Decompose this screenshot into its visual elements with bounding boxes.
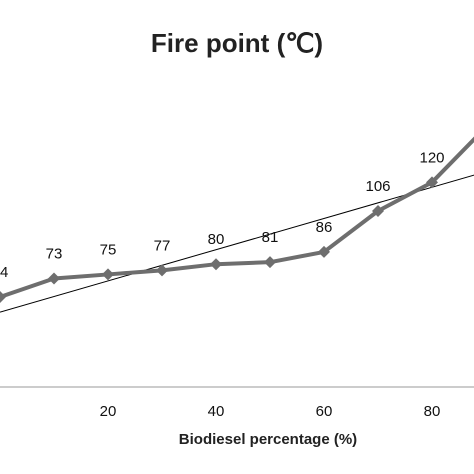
x-tick-label: 60: [316, 403, 333, 420]
x-tick-label: 80: [424, 403, 441, 420]
x-tick-label: 20: [100, 403, 117, 420]
data-label: 106: [365, 178, 390, 195]
data-point: [48, 272, 60, 285]
x-tick-labels: 204060801: [100, 403, 441, 420]
chart-title: Fire point (℃): [151, 28, 323, 58]
data-point: [264, 256, 276, 269]
data-point: [318, 245, 330, 258]
data-point: [156, 264, 168, 277]
data-label: 120: [419, 149, 444, 166]
data-point: [0, 290, 6, 303]
data-label: 77: [154, 237, 171, 254]
data-point: [210, 258, 222, 271]
data-point: [372, 204, 384, 217]
x-tick-label: 40: [208, 403, 225, 420]
data-label: 86: [316, 219, 333, 236]
data-label: 73: [46, 246, 63, 263]
data-labels: 647375778081861061201: [0, 149, 445, 281]
x-axis-label: Biodiesel percentage (%): [179, 431, 357, 448]
data-label: 75: [100, 241, 117, 258]
series-markers: [0, 176, 438, 303]
data-label: 81: [262, 229, 279, 246]
linear-trendline: [0, 174, 474, 313]
data-point: [102, 268, 114, 281]
data-label: 80: [208, 231, 225, 248]
data-point: [426, 176, 438, 189]
series-line: [0, 136, 474, 299]
data-label: 64: [0, 264, 8, 281]
